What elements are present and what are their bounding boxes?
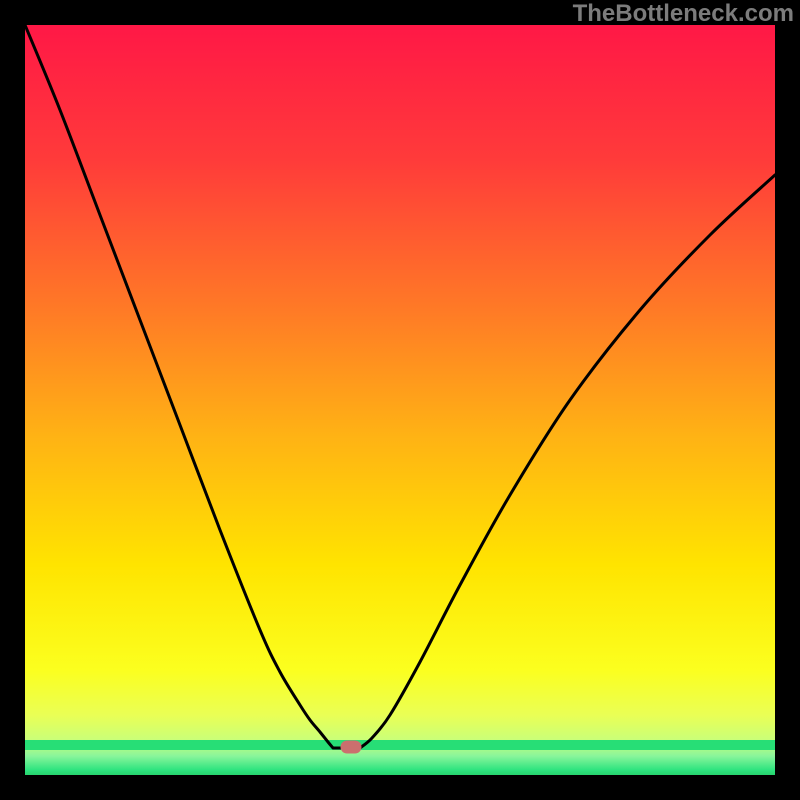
chart-container: TheBottleneck.com [0, 0, 800, 800]
bottleneck-curve [25, 25, 775, 775]
minimum-marker [341, 741, 362, 754]
plot-area [25, 25, 775, 775]
watermark-text: TheBottleneck.com [573, 0, 794, 28]
